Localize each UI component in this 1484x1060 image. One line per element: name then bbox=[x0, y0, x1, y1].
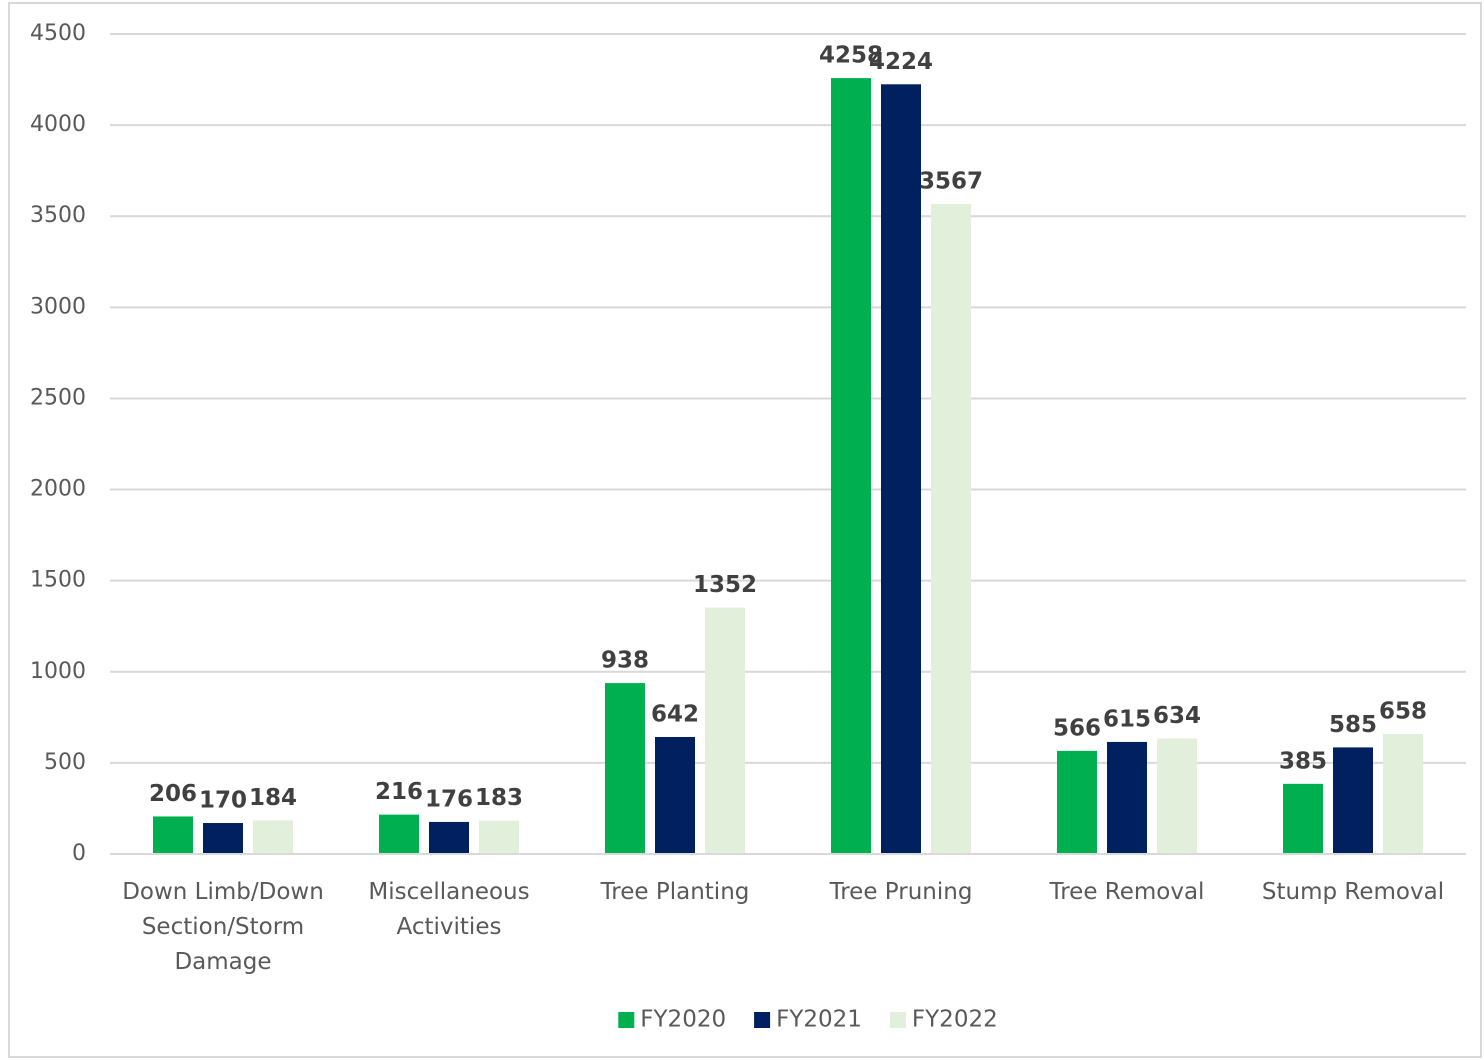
bar bbox=[1333, 747, 1373, 854]
value-label: 634 bbox=[1153, 703, 1201, 729]
y-tick-label: 4500 bbox=[30, 21, 86, 46]
x-tick-label: Down Limb/Down Section/Storm Damage bbox=[122, 879, 324, 975]
bar bbox=[1107, 741, 1147, 854]
value-label: 3567 bbox=[919, 169, 983, 195]
chart-border bbox=[8, 2, 1482, 1058]
legend-swatch bbox=[754, 1012, 771, 1028]
bar bbox=[1157, 738, 1197, 854]
value-label: 183 bbox=[475, 785, 523, 811]
y-tick-label: 3500 bbox=[30, 203, 86, 228]
value-label: 4258 bbox=[819, 43, 883, 69]
bar bbox=[705, 607, 745, 854]
value-label: 216 bbox=[375, 779, 423, 805]
x-tick-label: Tree Removal bbox=[1049, 879, 1205, 905]
bar bbox=[429, 821, 469, 854]
legend-label: FY2020 bbox=[640, 1007, 726, 1033]
legend-swatch bbox=[618, 1012, 635, 1028]
bar bbox=[203, 823, 243, 854]
value-label: 206 bbox=[149, 781, 197, 807]
bar bbox=[253, 820, 293, 854]
value-label: 385 bbox=[1279, 748, 1327, 774]
bar bbox=[379, 814, 419, 854]
y-tick-label: 1500 bbox=[30, 568, 86, 593]
bar bbox=[1057, 750, 1097, 854]
value-label: 566 bbox=[1053, 715, 1101, 741]
value-label: 176 bbox=[425, 786, 473, 812]
y-tick-label: 3000 bbox=[30, 294, 86, 319]
value-label: 658 bbox=[1379, 699, 1427, 725]
value-label: 184 bbox=[249, 785, 297, 811]
y-tick-label: 0 bbox=[72, 841, 86, 866]
y-tick-label: 1000 bbox=[30, 659, 86, 684]
y-tick-label: 2500 bbox=[30, 385, 86, 410]
bar bbox=[831, 78, 871, 854]
value-label: 585 bbox=[1329, 712, 1377, 738]
legend-label: FY2022 bbox=[912, 1007, 998, 1033]
bar bbox=[881, 84, 921, 854]
bar bbox=[479, 820, 519, 854]
bar bbox=[1283, 783, 1323, 854]
x-tick-label: Tree Pruning bbox=[829, 879, 973, 905]
x-tick-label: Tree Planting bbox=[600, 879, 750, 905]
value-label: 938 bbox=[601, 648, 649, 674]
y-tick-label: 500 bbox=[44, 750, 86, 775]
bar bbox=[655, 737, 695, 854]
legend-label: FY2021 bbox=[776, 1007, 862, 1033]
value-label: 1352 bbox=[693, 572, 757, 598]
y-tick-label: 2000 bbox=[30, 477, 86, 502]
bar bbox=[1383, 734, 1423, 854]
value-label: 170 bbox=[199, 788, 247, 814]
x-tick-label: Stump Removal bbox=[1262, 879, 1444, 905]
value-label: 615 bbox=[1103, 706, 1151, 732]
bar bbox=[153, 816, 193, 854]
value-label: 642 bbox=[651, 702, 699, 728]
bar bbox=[931, 204, 971, 855]
bar bbox=[605, 683, 645, 854]
legend-swatch bbox=[889, 1012, 906, 1028]
x-tick-label: Miscellaneous Activities bbox=[368, 879, 529, 940]
value-label: 4224 bbox=[869, 49, 933, 75]
y-tick-label: 4000 bbox=[30, 112, 86, 137]
